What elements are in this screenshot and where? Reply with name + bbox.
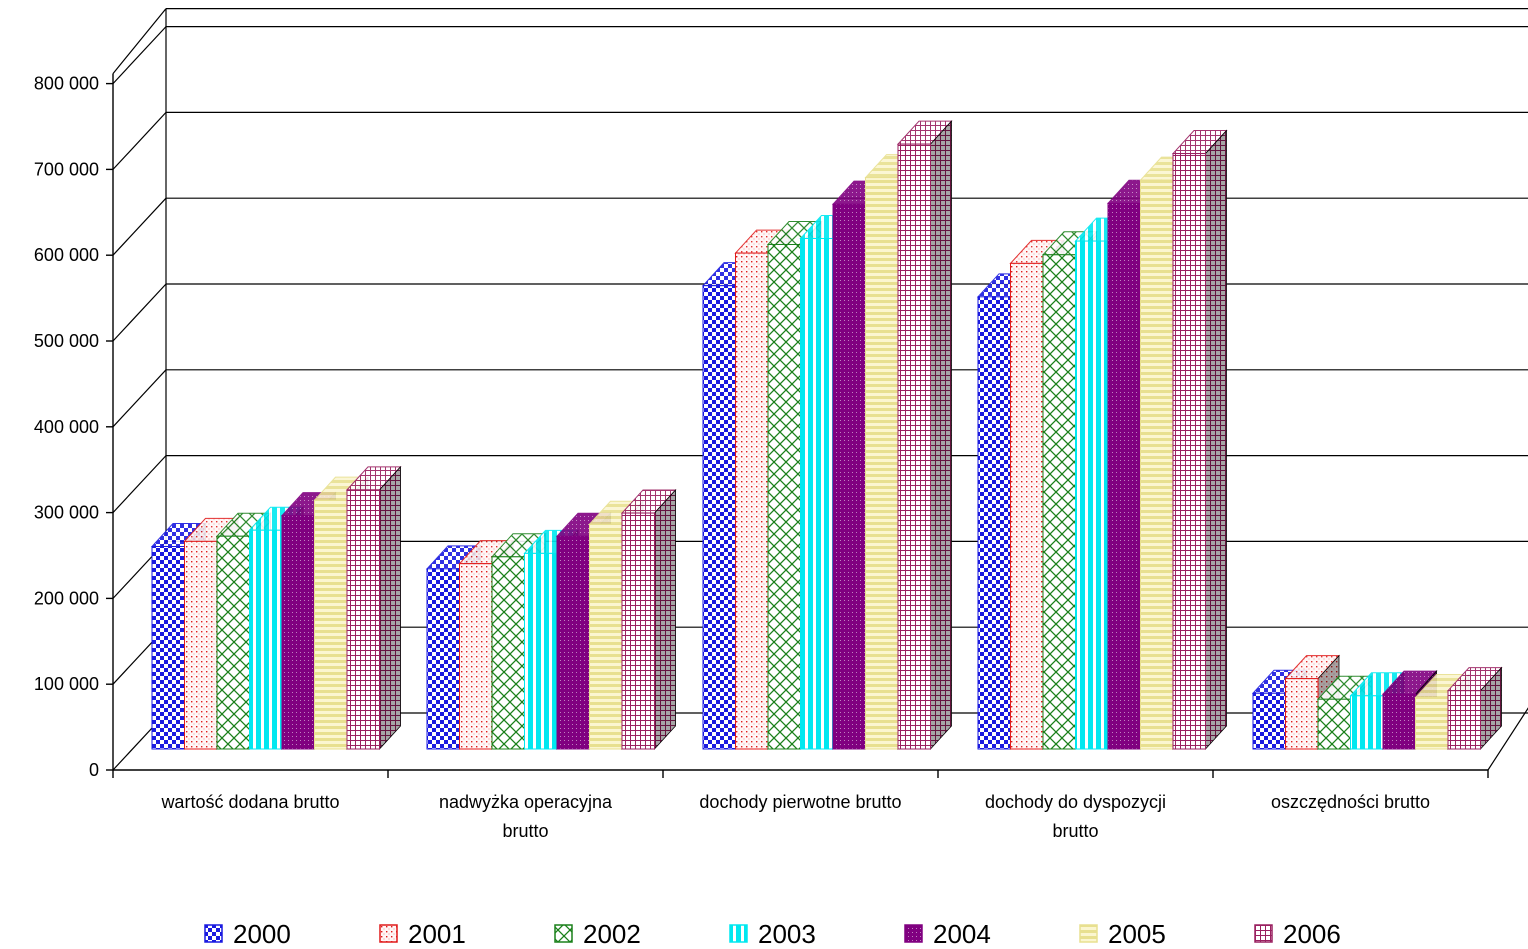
- legend-item-2003: 2003: [729, 919, 816, 949]
- bar-front: [281, 515, 315, 750]
- bar-front: [897, 143, 931, 750]
- legend-item-2005: 2005: [1079, 919, 1166, 949]
- bar-front: [491, 556, 525, 750]
- bar-front: [1172, 153, 1206, 750]
- y-tick-label: 0: [89, 760, 99, 780]
- bar-front: [1075, 240, 1109, 750]
- bar-2006-3: [1171, 129, 1228, 751]
- bar-front: [1350, 695, 1384, 750]
- bar-front: [621, 512, 655, 750]
- legend-swatch: [379, 924, 398, 943]
- bar-front: [767, 243, 801, 750]
- legend-label: 2006: [1283, 919, 1341, 949]
- bar-side-shade: [379, 466, 401, 749]
- gridline-side: [112, 369, 167, 428]
- gridline-side: [112, 26, 167, 85]
- bar-front: [1285, 678, 1319, 750]
- floor-edge: [1487, 707, 1528, 771]
- x-category-label: brutto: [502, 821, 548, 841]
- legend-label: 2002: [583, 919, 641, 949]
- bar-front: [216, 535, 250, 750]
- bar-front: [524, 552, 558, 750]
- bar-2006-1: [620, 489, 677, 751]
- bar-front: [1415, 697, 1449, 750]
- gridline-side: [112, 197, 167, 256]
- legend-label: 2004: [933, 919, 991, 949]
- bar-front: [832, 203, 866, 750]
- legend-label: 2005: [1108, 919, 1166, 949]
- bar-front: [151, 546, 185, 750]
- gridline-side: [112, 455, 167, 514]
- bar-front: [459, 563, 493, 750]
- bar-front: [702, 285, 736, 750]
- bar-front: [184, 540, 218, 750]
- bar-front: [735, 252, 769, 750]
- bar-2006-2: [896, 120, 953, 751]
- bar-front: [589, 523, 623, 750]
- legend-swatch: [554, 924, 573, 943]
- bar-front: [977, 296, 1011, 750]
- bar-side-shade: [654, 490, 676, 749]
- bar-2006-0: [345, 465, 402, 751]
- bar-front: [1010, 262, 1044, 750]
- y-tick-label: 600 000: [34, 245, 99, 265]
- bar-front: [249, 529, 283, 750]
- y-tick-label: 700 000: [34, 159, 99, 179]
- legend-swatch: [729, 924, 748, 943]
- legend-swatch: [1254, 924, 1273, 943]
- bar-front: [1140, 179, 1174, 750]
- bar-front: [865, 177, 899, 750]
- bar-front: [1382, 693, 1416, 750]
- y-tick-label: 300 000: [34, 503, 99, 523]
- legend-swatch: [1079, 924, 1098, 943]
- bar-front: [1447, 690, 1481, 750]
- gridline-side: [112, 111, 167, 170]
- gridline-side: [112, 8, 167, 74]
- bar-front: [426, 568, 460, 750]
- x-category-label: wartość dodana brutto: [160, 792, 339, 812]
- x-category-label: nadwyżka operacyjna: [439, 792, 613, 812]
- y-tick-label: 100 000: [34, 674, 99, 694]
- gridline-side: [112, 283, 167, 342]
- y-tick-label: 500 000: [34, 331, 99, 351]
- bar-front: [1317, 698, 1351, 750]
- x-category-label: oszczędności brutto: [1271, 792, 1430, 812]
- bar-2006-4: [1446, 666, 1503, 751]
- legend-label: 2001: [408, 919, 466, 949]
- bars: [150, 120, 1503, 751]
- y-tick-label: 800 000: [34, 74, 99, 94]
- bar-side-shade: [930, 121, 952, 750]
- axes: 0 100 000 200 000 300 000 400 000 500 000 600 …: [34, 73, 1489, 841]
- bar-front: [346, 489, 380, 750]
- bar-side-shade: [1205, 130, 1227, 750]
- x-category-label: dochody do dyspozycji: [985, 792, 1166, 812]
- legend-item-2000: 2000: [204, 919, 291, 949]
- bar-front: [1107, 202, 1141, 750]
- bar-front: [1042, 254, 1076, 750]
- bar-front: [314, 499, 348, 750]
- bar-front: [800, 237, 834, 750]
- legend: 2000 2001 2002 2003 2004 2005 2006: [204, 919, 1341, 949]
- legend-item-2001: 2001: [379, 919, 466, 949]
- legend-swatch: [904, 924, 923, 943]
- bar-front: [556, 535, 590, 750]
- legend-item-2002: 2002: [554, 919, 641, 949]
- legend-swatch: [204, 924, 223, 943]
- x-category-label: brutto: [1052, 821, 1098, 841]
- legend-item-2006: 2006: [1254, 919, 1341, 949]
- x-category-label: dochody pierwotne brutto: [699, 792, 901, 812]
- legend-label: 2000: [233, 919, 291, 949]
- legend-label: 2003: [758, 919, 816, 949]
- legend-item-2004: 2004: [904, 919, 991, 949]
- bar-front: [1252, 692, 1286, 750]
- y-tick-label: 200 000: [34, 588, 99, 608]
- bar-side-shade: [1480, 667, 1502, 749]
- y-tick-label: 400 000: [34, 417, 99, 437]
